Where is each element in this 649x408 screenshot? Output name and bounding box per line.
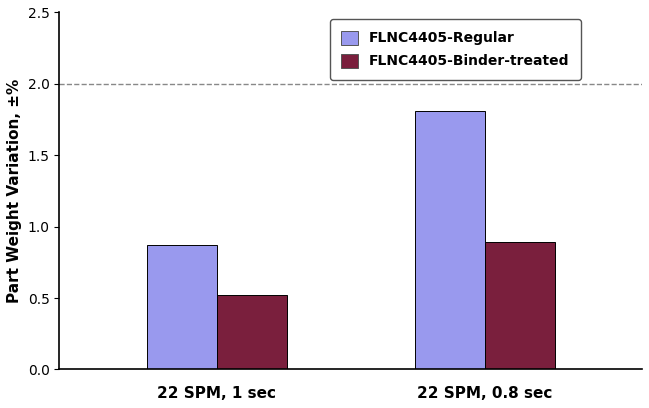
Bar [415,111,485,369]
Bar [147,245,217,369]
Bar [217,295,286,369]
Legend: FLNC4405-Regular, FLNC4405-Binder-treated: FLNC4405-Regular, FLNC4405-Binder-treate… [330,20,581,80]
Y-axis label: Part Weight Variation, ±%: Part Weight Variation, ±% [7,79,22,303]
Bar [485,242,555,369]
